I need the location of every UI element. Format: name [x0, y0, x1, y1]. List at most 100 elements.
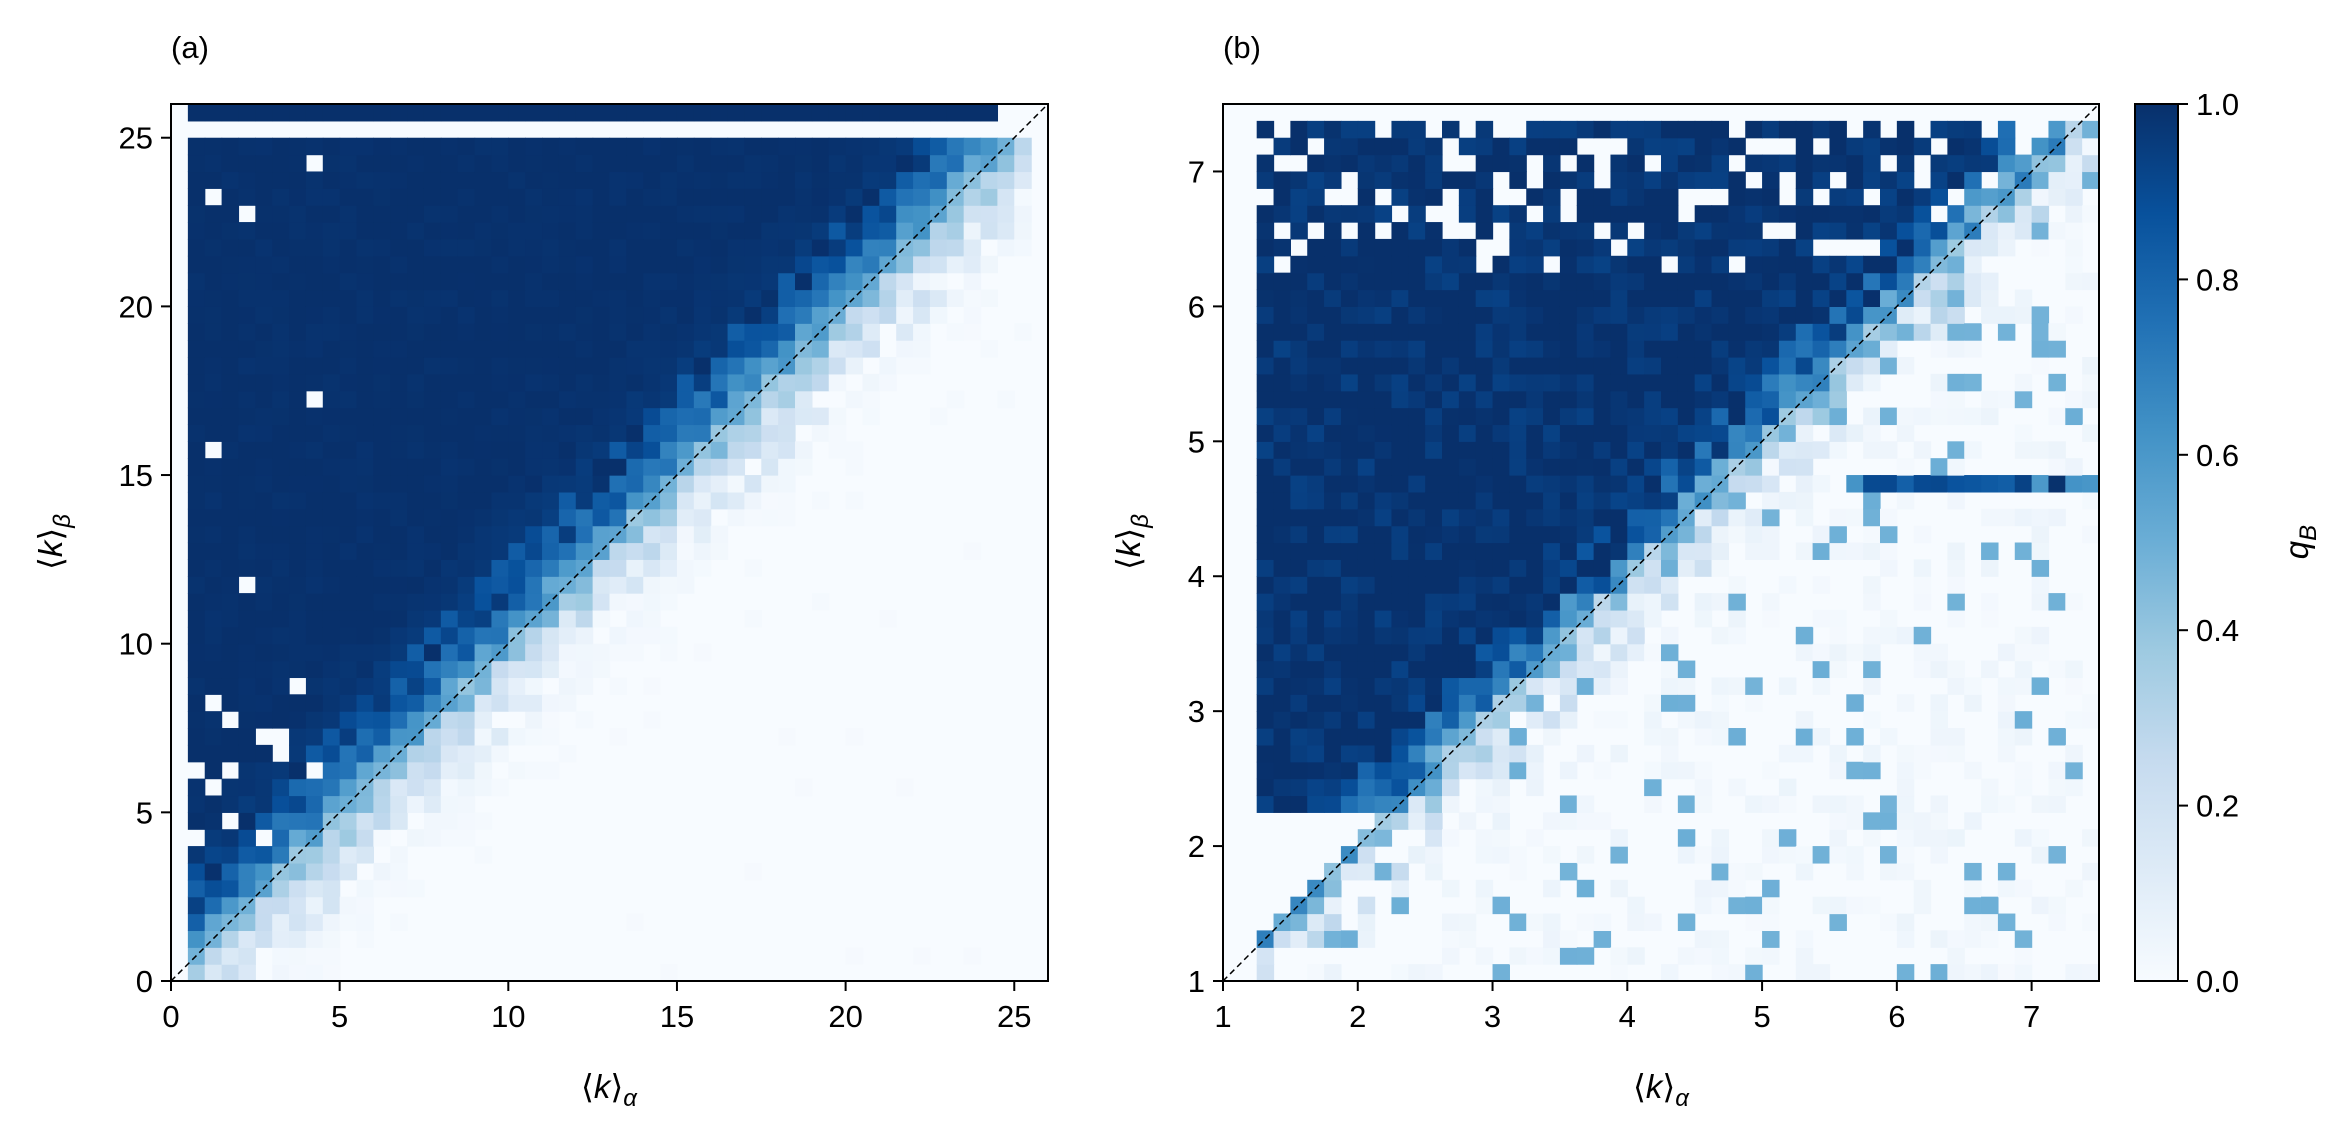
- heatmap-cell: [609, 728, 627, 746]
- heatmap-cell: [1425, 188, 1443, 206]
- heatmap-cell: [761, 356, 779, 375]
- heatmap-cell: [255, 711, 273, 729]
- heatmap-cell: [929, 272, 948, 291]
- heatmap-cell: [457, 255, 476, 274]
- heatmap-cell: [305, 272, 324, 291]
- heatmap-cell: [1846, 761, 1864, 780]
- heatmap-cell: [1677, 711, 1696, 729]
- heatmap-cell: [575, 441, 594, 459]
- heatmap-cell: [1930, 643, 1948, 662]
- heatmap-cell: [1997, 222, 2016, 240]
- heatmap-cell: [1391, 660, 1409, 679]
- heatmap-cell: [289, 407, 307, 426]
- heatmap-cell: [558, 744, 577, 763]
- heatmap-cell: [1526, 340, 1544, 358]
- heatmap-cell: [305, 222, 324, 240]
- heatmap-cell: [1896, 846, 1915, 864]
- heatmap-cell: [187, 390, 206, 409]
- heatmap-cell: [1307, 660, 1325, 679]
- heatmap-cell: [1896, 137, 1915, 156]
- heatmap-cell: [2014, 964, 2033, 982]
- heatmap-cell: [1576, 542, 1595, 560]
- heatmap-cell: [1324, 272, 1342, 291]
- heatmap-cell: [322, 711, 341, 729]
- heatmap-cell: [1610, 255, 1628, 274]
- heatmap-cell: [187, 373, 206, 392]
- colorbar-ticks: 0.00.20.40.60.81.0: [2178, 87, 2239, 999]
- heatmap-cell: [542, 306, 560, 324]
- heatmap-cell: [1863, 626, 1881, 645]
- heatmap-cell: [1694, 205, 1713, 223]
- heatmap-cell: [1997, 744, 2016, 763]
- heatmap-cell: [542, 643, 560, 662]
- heatmap-cell: [2031, 306, 2050, 324]
- heatmap-cell: [1745, 964, 1763, 982]
- heatmap-cell: [322, 761, 341, 780]
- heatmap-cell: [1425, 441, 1443, 459]
- heatmap-cell: [373, 373, 391, 392]
- heatmap-cell: [1492, 846, 1510, 864]
- heatmap-cell: [1661, 458, 1679, 476]
- heatmap-cell: [811, 171, 830, 189]
- heatmap-cell: [289, 778, 307, 797]
- heatmap-cell: [2065, 744, 2083, 763]
- heatmap-cell: [339, 137, 358, 156]
- heatmap-cell: [643, 272, 661, 291]
- heatmap-cell: [423, 660, 442, 679]
- heatmap-cell: [474, 104, 493, 122]
- heatmap-cell: [1997, 694, 2016, 712]
- heatmap-cell: [1913, 744, 1932, 763]
- heatmap-cell: [744, 222, 762, 240]
- heatmap-cell: [693, 306, 712, 324]
- heatmap-cell: [1374, 795, 1393, 813]
- heatmap-cell: [440, 609, 459, 628]
- heatmap-cell: [1509, 542, 1527, 560]
- heatmap-cell: [1526, 525, 1544, 544]
- heatmap-cell: [474, 424, 493, 442]
- heatmap-cell: [1425, 728, 1443, 746]
- heatmap-cell: [1846, 154, 1864, 173]
- heatmap-cell: [1728, 508, 1746, 527]
- heatmap-cell: [1694, 407, 1713, 426]
- heatmap-cell: [1576, 795, 1595, 813]
- heatmap-cell: [1374, 609, 1393, 628]
- heatmap-cell: [1408, 660, 1426, 679]
- heatmap-cell: [1290, 171, 1308, 189]
- heatmap-cell: [744, 862, 762, 881]
- heatmap-cell: [609, 475, 627, 493]
- heatmap-cell: [238, 458, 256, 476]
- heatmap-cell: [289, 272, 307, 291]
- heatmap-cell: [1273, 137, 1291, 156]
- heatmap-cell: [255, 761, 273, 780]
- heatmap-cell: [811, 593, 830, 611]
- heatmap-cell: [1644, 137, 1662, 156]
- heatmap-cell: [1863, 154, 1881, 173]
- heatmap-cell: [407, 238, 425, 257]
- heatmap-cell: [1256, 677, 1275, 695]
- heatmap-cell: [2082, 525, 2100, 544]
- heatmap-cell: [1913, 593, 1932, 611]
- heatmap-cell: [828, 373, 847, 392]
- x-axis-label-b: ⟨k⟩α: [1633, 1068, 1690, 1112]
- heatmap-cell: [2065, 778, 2083, 797]
- heatmap-cell: [1930, 272, 1948, 291]
- heatmap-cell: [1610, 340, 1628, 358]
- heatmap-cell: [1627, 356, 1645, 375]
- heatmap-cell: [1880, 356, 1898, 375]
- heatmap-cell: [322, 424, 341, 442]
- heatmap-cell: [440, 306, 459, 324]
- heatmap-cell: [508, 373, 526, 392]
- heatmap-cell: [1711, 947, 1729, 965]
- heatmap-cell: [1795, 323, 1814, 341]
- y-axis-label-a: ⟨k⟩β: [32, 514, 76, 570]
- heatmap-cell: [356, 761, 374, 780]
- heatmap-cell: [1661, 205, 1679, 223]
- heatmap-cell: [896, 778, 914, 797]
- heatmap-cell: [592, 205, 611, 223]
- heatmap-cell: [795, 323, 813, 341]
- heatmap-cell: [575, 188, 594, 206]
- heatmap-cell: [862, 222, 880, 240]
- heatmap-cell: [508, 306, 526, 324]
- heatmap-cell: [1324, 171, 1342, 189]
